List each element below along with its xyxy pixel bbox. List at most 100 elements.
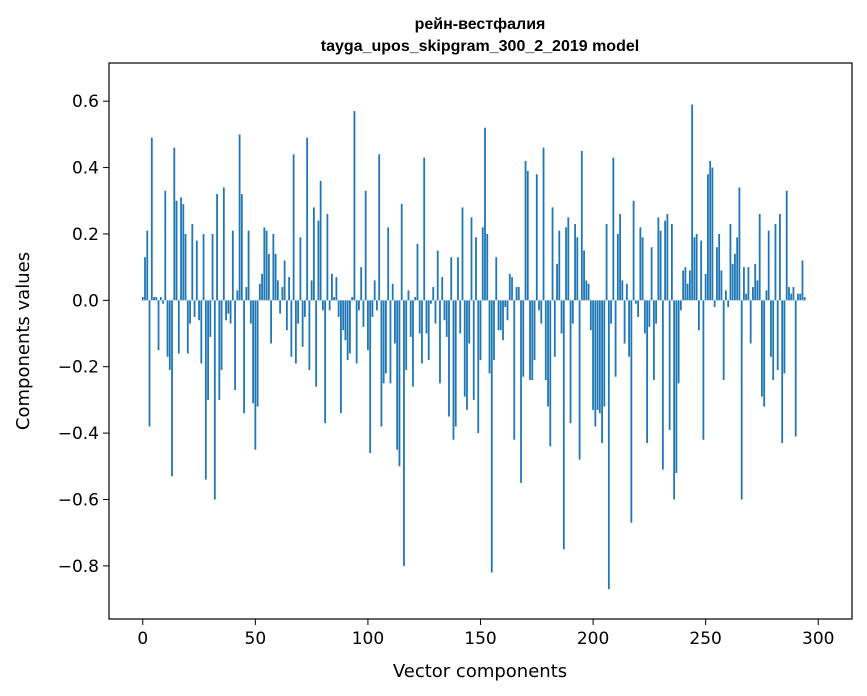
bar: [643, 300, 646, 334]
bar: [457, 257, 459, 301]
bar: [385, 300, 387, 374]
bar: [245, 287, 248, 301]
bar: [592, 300, 594, 410]
bar: [691, 104, 694, 301]
bar: [576, 237, 579, 301]
bar: [785, 190, 788, 301]
bar: [639, 227, 642, 301]
bar: [589, 300, 592, 331]
bar: [177, 300, 180, 354]
bar: [562, 300, 565, 550]
bar: [144, 257, 146, 301]
bar: [475, 237, 477, 301]
bar: [360, 267, 363, 301]
bar: [596, 300, 599, 410]
bar: [189, 300, 191, 324]
bar: [767, 230, 770, 301]
bar: [754, 263, 757, 301]
bar: [195, 240, 198, 301]
bar: [319, 180, 322, 301]
bar: [285, 300, 288, 331]
bar: [454, 300, 457, 427]
bar: [425, 300, 428, 334]
bar: [157, 300, 160, 351]
bar: [191, 223, 194, 301]
y-tick-label: 0.0: [72, 291, 99, 311]
bar: [790, 293, 793, 301]
bar: [159, 297, 162, 301]
bar: [668, 300, 671, 430]
bar: [698, 300, 700, 331]
y-tick-label: −0.2: [58, 358, 99, 378]
x-tick-label: 200: [577, 629, 609, 649]
bar: [612, 157, 615, 301]
bar: [344, 300, 347, 341]
bar: [709, 160, 712, 301]
bar: [353, 111, 356, 301]
bar: [763, 300, 766, 407]
bar: [619, 214, 621, 301]
bar: [598, 300, 601, 414]
bar: [403, 300, 405, 566]
bar: [254, 300, 257, 450]
bar: [515, 287, 518, 301]
bar: [301, 300, 304, 347]
bar: [193, 300, 196, 317]
y-tick-label: −0.8: [58, 557, 99, 577]
bar: [173, 147, 176, 301]
bar: [398, 300, 401, 467]
bar: [686, 283, 689, 301]
bar: [533, 300, 536, 361]
bar: [267, 253, 270, 301]
bar: [571, 300, 574, 324]
bar: [781, 300, 784, 444]
bar: [470, 217, 473, 301]
bar: [225, 300, 227, 321]
bar: [355, 300, 358, 364]
bar: [758, 214, 761, 301]
bar: [432, 287, 435, 301]
y-tick-label: 0.6: [72, 92, 99, 112]
bar: [634, 300, 637, 304]
bar: [601, 300, 603, 444]
bar: [364, 190, 367, 301]
bar: [679, 300, 682, 311]
bar: [734, 253, 736, 301]
bar: [218, 300, 221, 400]
bar: [637, 300, 640, 317]
bar: [231, 230, 234, 301]
bar: [340, 300, 342, 414]
bar: [673, 300, 676, 500]
bar: [418, 300, 421, 334]
bar: [729, 223, 732, 301]
bar: [252, 300, 254, 404]
y-axis-ticks: −0.8 −0.6 −0.4 −0.2 0.0 0.2 0.4 0.6: [58, 92, 109, 577]
bar: [655, 300, 658, 324]
bar: [720, 270, 723, 301]
bar: [202, 233, 205, 301]
bar: [333, 297, 336, 301]
bar: [535, 174, 538, 301]
bar: [508, 273, 511, 301]
bar: [736, 237, 739, 301]
bar: [490, 300, 493, 573]
bar: [427, 300, 430, 361]
bar: [423, 157, 426, 301]
bar: [499, 300, 502, 331]
bar: [400, 204, 403, 301]
bar: [578, 300, 581, 460]
bar: [265, 230, 268, 301]
bar: [774, 223, 777, 301]
bar: [141, 297, 144, 301]
bar: [299, 237, 302, 301]
bar: [700, 240, 703, 301]
bar: [551, 207, 554, 301]
y-axis-label: Components values: [13, 252, 34, 430]
bar: [182, 204, 185, 301]
bar: [664, 220, 667, 301]
bar: [569, 300, 572, 424]
bar: [632, 200, 635, 301]
bar: [707, 174, 709, 301]
bar: [198, 300, 200, 321]
bar: [745, 293, 748, 301]
